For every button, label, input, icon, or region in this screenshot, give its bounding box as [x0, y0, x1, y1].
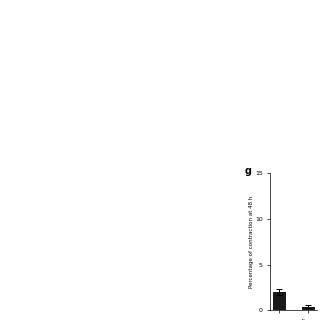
Bar: [273, 292, 286, 310]
Bar: [302, 307, 315, 310]
Text: g: g: [245, 166, 252, 176]
Y-axis label: Percentage of contraction at 48 h: Percentage of contraction at 48 h: [249, 196, 254, 288]
